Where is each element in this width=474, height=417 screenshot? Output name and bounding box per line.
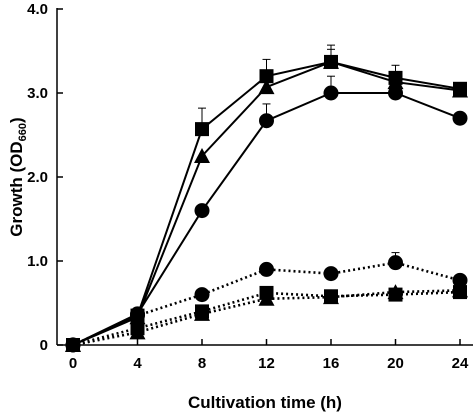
x-axis-title: Cultivation time (h) (188, 393, 342, 412)
y-axis-title-subscript: 660 (17, 123, 29, 141)
data-point-circle (452, 272, 468, 288)
data-point-triangle (194, 305, 210, 321)
data-point-triangle (129, 324, 146, 340)
x-tick-label: 24 (452, 355, 469, 372)
x-tick-label: 4 (133, 355, 142, 372)
data-point-circle (259, 261, 274, 277)
series-layer (65, 44, 468, 353)
data-point-circle (388, 255, 403, 271)
data-point-triangle (258, 290, 275, 306)
x-tick-label: 16 (323, 355, 340, 372)
x-tick-label: 8 (198, 355, 206, 372)
series-line (72, 92, 461, 346)
data-point-circle (323, 266, 339, 282)
data-point-triangle (323, 53, 339, 69)
series-6 (65, 282, 468, 352)
y-tick-label: 1.0 (27, 253, 48, 270)
data-point-square (195, 122, 209, 137)
data-point-circle (323, 85, 339, 101)
y-tick-label: 2.0 (27, 169, 48, 186)
y-tick-label: 3.0 (27, 85, 48, 102)
data-point-triangle (194, 148, 210, 163)
data-point-circle (194, 287, 210, 303)
y-axis-title-main: Growth (OD (7, 141, 26, 236)
data-point-triangle (65, 337, 81, 352)
y-tick-label: 4.0 (27, 1, 48, 18)
series-2 (65, 48, 468, 352)
y-ticks: 0 1.0 2.0 3.0 4.0 (27, 1, 63, 354)
series-3 (65, 75, 468, 353)
data-point-circle (452, 110, 468, 126)
data-point-circle (259, 113, 274, 129)
x-ticks: 0 4 8 12 16 20 24 (69, 339, 469, 372)
x-tick-label: 0 (69, 355, 77, 372)
x-tick-label: 20 (387, 355, 404, 372)
data-point-triangle (258, 79, 275, 95)
data-point-circle (130, 308, 145, 324)
y-axis-title-close: ) (7, 117, 26, 123)
data-point-triangle (452, 282, 468, 298)
plot-area: 0 4 8 12 16 20 24 0 1.0 2.0 3.0 4.0 (27, 1, 473, 372)
data-point-circle (388, 85, 403, 101)
x-tick-label: 12 (258, 355, 275, 372)
y-axis-title: Growth (OD660) (7, 117, 29, 236)
data-point-triangle (323, 289, 339, 305)
y-tick-label: 0 (40, 337, 48, 354)
data-point-circle (194, 203, 210, 219)
data-point-triangle (452, 82, 468, 98)
data-point-triangle (387, 284, 404, 300)
